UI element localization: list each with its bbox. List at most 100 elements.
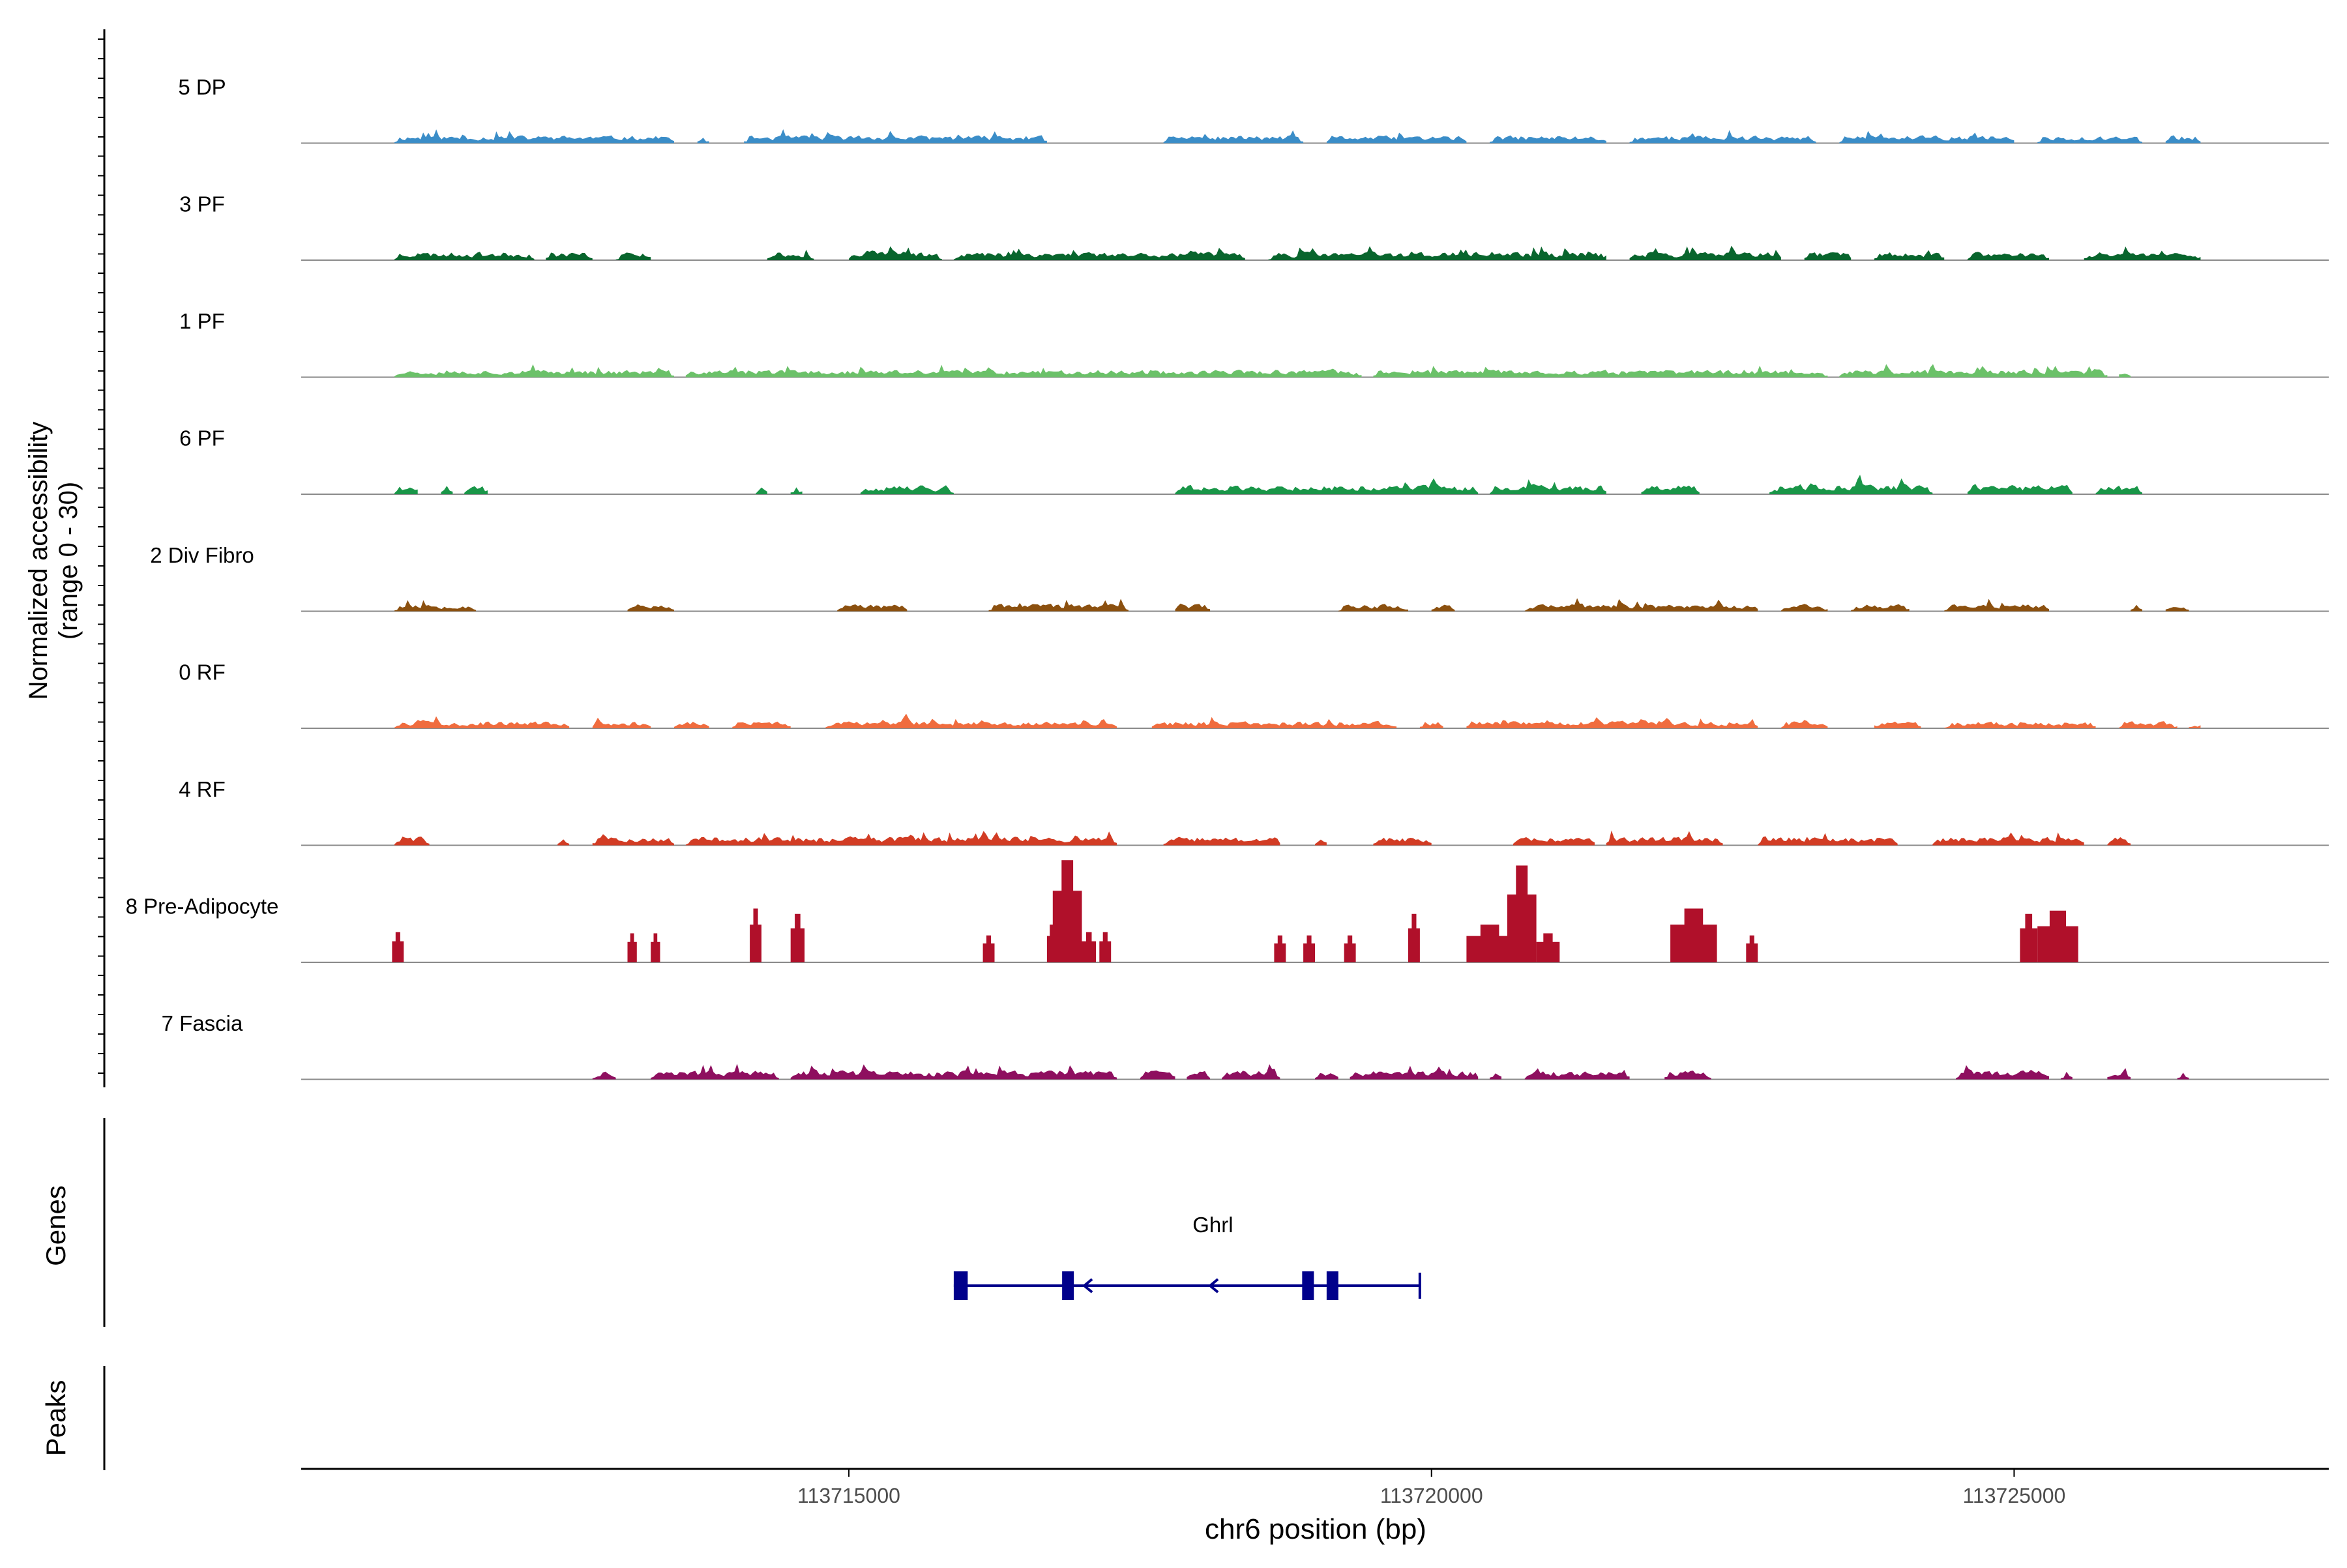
y-axis-label-line1: Normalized accessibility <box>24 422 53 700</box>
x-tick-label: 113715000 <box>797 1484 900 1507</box>
coverage-area <box>744 129 1047 143</box>
coverage-area <box>615 252 651 260</box>
coverage-area <box>1804 252 1852 260</box>
gene-track: Ghrl <box>953 1213 1421 1300</box>
track-label: 0 RF <box>179 660 226 685</box>
coverage-area <box>1629 130 1816 143</box>
coverage-area <box>1490 479 1606 494</box>
coverage-peak <box>1408 913 1420 962</box>
coverage-area <box>1431 604 1455 612</box>
coverage-area <box>394 364 674 377</box>
coverage-area <box>2060 1071 2073 1080</box>
coverage-area <box>1874 721 1921 728</box>
coverage-area <box>953 248 1245 260</box>
coverage-area <box>2177 1072 2189 1080</box>
coverage-peak <box>392 932 404 962</box>
coverage-area <box>1606 830 1723 846</box>
track-label: 6 PF <box>179 426 225 451</box>
coverage-area <box>790 487 803 494</box>
coverage-area <box>2119 721 2177 728</box>
coverage-area <box>394 252 535 260</box>
track-label: 3 PF <box>179 192 225 216</box>
coverage-area <box>1874 250 1945 260</box>
coverage-area <box>1769 475 1933 494</box>
track-2-div-fibro: 2 Div Fibro <box>150 543 2329 612</box>
track-label: 8 Pre-Adipocyte <box>126 895 279 919</box>
coverage-area <box>2189 725 2201 728</box>
coverage-area <box>1466 717 1758 728</box>
coverage-area <box>767 249 814 260</box>
coverage-area <box>732 721 791 728</box>
gene-exon <box>1062 1271 1074 1300</box>
peaks-track-label: Peaks <box>40 1380 71 1457</box>
coverage-area <box>2131 604 2142 612</box>
coverage-area <box>1222 1064 1280 1080</box>
track-label: 2 Div Fibro <box>150 543 254 567</box>
track-label: 4 RF <box>179 777 226 801</box>
coverage-peak <box>1274 935 1286 962</box>
coverage-area <box>1315 839 1327 846</box>
coverage-peak <box>2020 913 2038 962</box>
coverage-area <box>557 839 570 846</box>
coverage-area <box>627 604 674 612</box>
track-3-pf: 3 PF <box>179 192 2329 261</box>
coverage-area <box>1151 717 1397 728</box>
track-0-rf: 0 RF <box>179 660 2329 729</box>
y-axis-label-line2: (range 0 - 30) <box>54 482 83 640</box>
coverage-area <box>1268 246 1606 260</box>
coverage-area <box>2084 246 2201 260</box>
coverage-area <box>441 486 453 494</box>
y-axis <box>98 29 106 1470</box>
track-6-pf: 6 PF <box>179 426 2329 495</box>
coverage-area <box>1956 1065 2049 1080</box>
coverage-area <box>2119 374 2131 377</box>
coverage-area <box>592 834 674 846</box>
coverage-area <box>988 599 1129 612</box>
strand-arrow <box>1082 1278 1093 1294</box>
coverage-area <box>1944 599 2049 612</box>
track-7-fascia: 7 Fascia <box>162 1011 2329 1080</box>
coverage-area <box>2165 135 2201 143</box>
coverage-peak <box>2037 910 2078 962</box>
gene-model: Ghrl <box>953 1213 1421 1300</box>
track-4-rf: 4 RF <box>179 777 2329 846</box>
coverage-area <box>1490 135 1606 143</box>
coverage-area <box>592 1071 616 1080</box>
coverage-area <box>394 129 674 143</box>
coverage-peak <box>1052 860 1082 962</box>
track-label: 7 Fascia <box>162 1011 243 1035</box>
coverage-peak <box>1670 908 1717 962</box>
coverage-area <box>1326 132 1467 143</box>
gene-exon <box>953 1271 968 1300</box>
coverage-peak <box>1344 935 1356 962</box>
coverage-area <box>2107 837 2131 846</box>
gene-exon <box>1302 1271 1314 1300</box>
coverage-area <box>1419 722 1443 728</box>
coverage-area <box>697 138 709 143</box>
coverage-peak <box>1536 933 1560 962</box>
coverage-area <box>685 831 1117 846</box>
coverage-peak <box>1303 935 1315 962</box>
coverage-peak <box>627 933 637 962</box>
coverage-area <box>394 716 570 728</box>
coverage-area <box>1641 485 1700 494</box>
track-1-pf: 1 PF <box>179 309 2329 378</box>
coverage-area <box>1163 836 1280 846</box>
coverage-area <box>837 604 908 612</box>
coverage-peak <box>1746 935 1758 962</box>
coverage-area <box>1629 245 1781 260</box>
coverage-peak <box>790 913 805 962</box>
coverage-area <box>1338 604 1408 612</box>
gene-label: Ghrl <box>1192 1213 1233 1237</box>
coverage-peak <box>1507 865 1537 962</box>
genes-track-label: Genes <box>40 1185 71 1266</box>
coverage-area <box>1944 721 2096 728</box>
coverage-peak <box>750 908 761 962</box>
coverage-area <box>464 486 488 494</box>
coverage-tracks: 5 DP 3 PF 1 PF 6 PF 2 Div Fibro 0 RF 4 RF 8 Pre… <box>126 75 2329 1080</box>
coverage-area <box>1175 478 1479 494</box>
coverage-area <box>1373 837 1432 846</box>
coverage-area <box>394 836 430 846</box>
coverage-area <box>849 246 942 260</box>
